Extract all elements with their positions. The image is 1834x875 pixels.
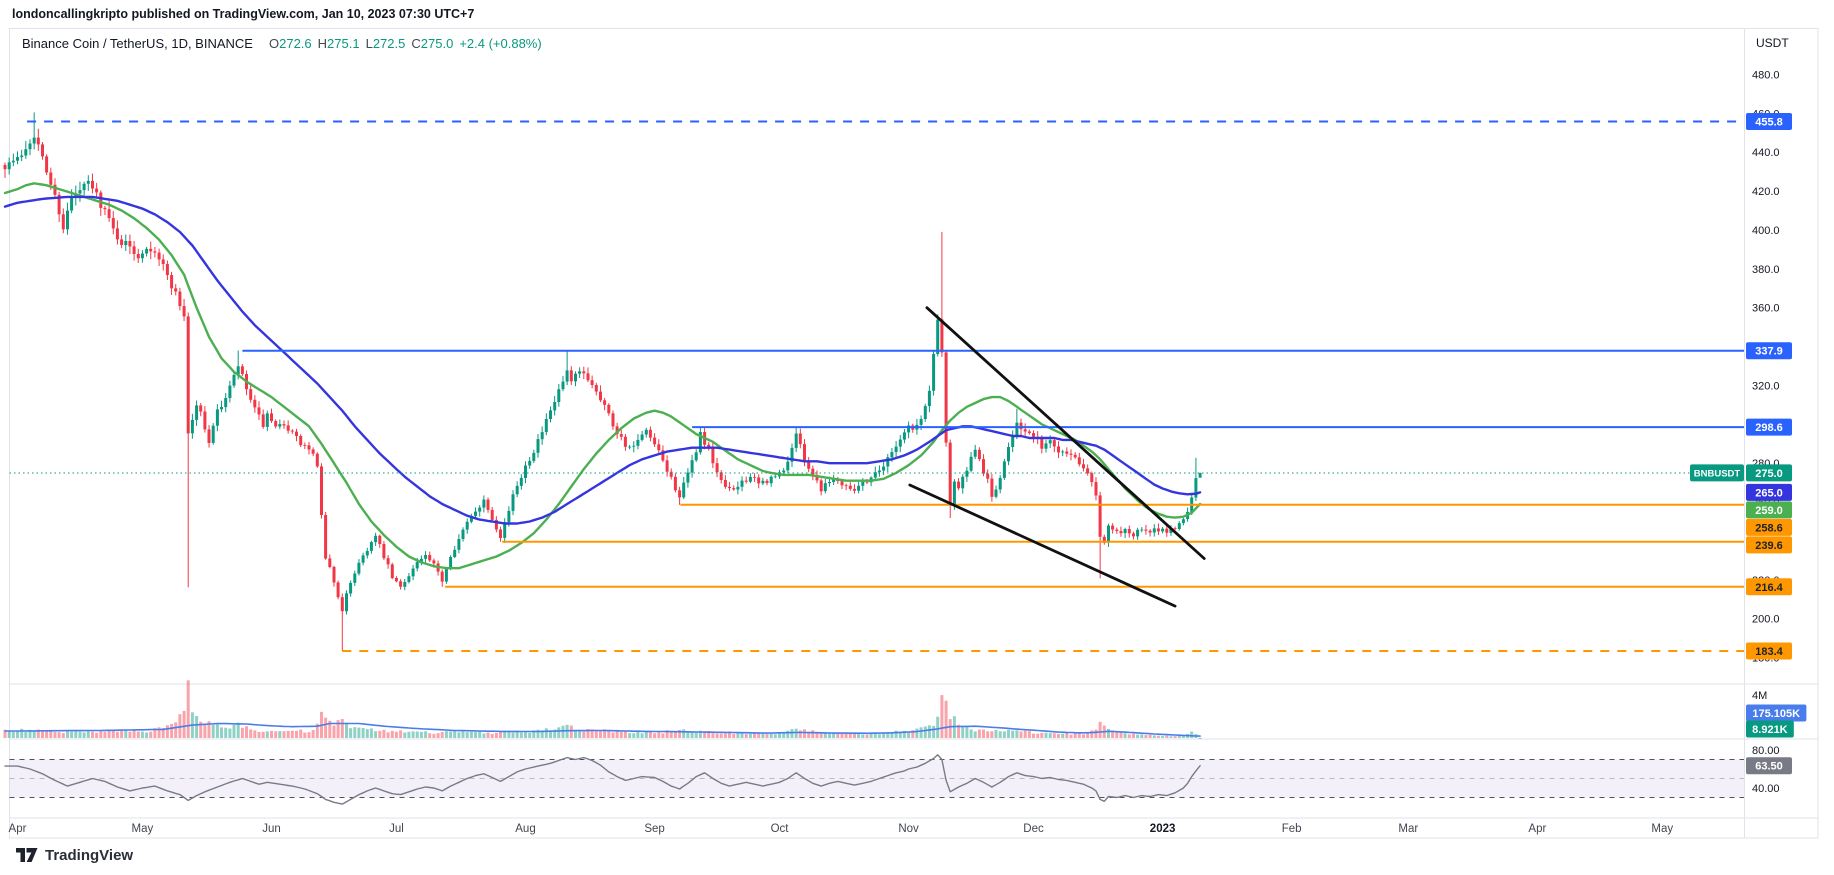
svg-text:440.0: 440.0 bbox=[1752, 147, 1780, 159]
svg-text:216.4: 216.4 bbox=[1755, 582, 1783, 594]
svg-text:320.0: 320.0 bbox=[1752, 380, 1780, 392]
price-label-455.8 bbox=[1746, 113, 1792, 130]
svg-text:63.50: 63.50 bbox=[1755, 761, 1783, 773]
rsi-value-label bbox=[1746, 757, 1792, 775]
svg-text:337.9: 337.9 bbox=[1755, 346, 1783, 358]
time-tick-Feb: Feb bbox=[1282, 823, 1302, 835]
symbol-price-tag bbox=[1690, 464, 1744, 482]
svg-text:480.0: 480.0 bbox=[1752, 69, 1780, 81]
candles-layer[interactable] bbox=[3, 112, 1202, 651]
svg-text:175.105K: 175.105K bbox=[1752, 708, 1800, 720]
svg-text:275.0: 275.0 bbox=[1755, 468, 1783, 480]
tradingview-logo-text: TradingView bbox=[45, 847, 134, 864]
price-label-183.4 bbox=[1746, 642, 1792, 660]
ma-slow-blue-line bbox=[3, 195, 1202, 525]
svg-text:8.921K: 8.921K bbox=[1752, 724, 1788, 736]
volume-pane[interactable] bbox=[3, 680, 1202, 739]
price-label-337.9 bbox=[1746, 342, 1792, 360]
time-tick-Aug: Aug bbox=[515, 823, 535, 835]
price-label-298.6 bbox=[1746, 418, 1792, 436]
quote-currency-label: USDT bbox=[1756, 36, 1789, 50]
time-tick-May: May bbox=[1651, 823, 1673, 835]
open-label: O bbox=[268, 36, 280, 51]
time-axis[interactable]: Apr May Jun Jul Aug Sep Oct Nov Dec 2023 Feb Mar Apr… bbox=[9, 823, 1674, 835]
time-tick-Nov: Nov bbox=[898, 823, 919, 835]
change-value: +2.4 (+0.88%) bbox=[459, 36, 542, 51]
price-label-259.0 bbox=[1746, 501, 1792, 519]
time-tick-May: May bbox=[132, 823, 154, 835]
close-label: C bbox=[411, 36, 421, 51]
open-value: 272.6 bbox=[279, 36, 312, 51]
svg-text:4M: 4M bbox=[1752, 690, 1767, 702]
close-value: 275.0 bbox=[420, 36, 454, 51]
time-tick-Oct: Oct bbox=[771, 823, 790, 835]
svg-text:200.0: 200.0 bbox=[1752, 614, 1780, 626]
tradingview-logo[interactable]: TradingView bbox=[16, 847, 133, 864]
price-label-275.0 bbox=[1746, 464, 1792, 482]
rsi-band bbox=[9, 759, 1744, 798]
price-label-258.6 bbox=[1746, 518, 1792, 536]
trendline-2[interactable] bbox=[908, 483, 1177, 608]
symbol-title[interactable]: Binance Coin / TetherUS, 1D, BINANCE bbox=[22, 36, 253, 51]
svg-text:265.0: 265.0 bbox=[1755, 487, 1783, 499]
high-value: 275.1 bbox=[327, 36, 360, 51]
price-label-265.0 bbox=[1746, 483, 1792, 501]
price-label-216.4 bbox=[1746, 578, 1792, 596]
svg-text:455.8: 455.8 bbox=[1755, 117, 1783, 129]
time-tick-Mar: Mar bbox=[1398, 823, 1418, 835]
drawings-layer[interactable] bbox=[9, 120, 1745, 652]
time-tick-2023: 2023 bbox=[1150, 823, 1176, 835]
publish-info: londoncallingkripto published on Trading… bbox=[12, 7, 474, 21]
svg-text:258.6: 258.6 bbox=[1755, 522, 1783, 534]
ma-fast-green-line bbox=[3, 182, 1202, 570]
rsi-line bbox=[4, 754, 1201, 805]
price-axis[interactable]: 480.0460.0440.0420.0400.0380.0360.0340.0… bbox=[1690, 69, 1807, 795]
svg-text:239.6: 239.6 bbox=[1755, 540, 1783, 552]
price-label-239.6 bbox=[1746, 536, 1792, 554]
svg-text:80.00: 80.00 bbox=[1752, 745, 1780, 757]
svg-text:380.0: 380.0 bbox=[1752, 264, 1780, 276]
high-label: H bbox=[317, 36, 328, 51]
low-label: L bbox=[365, 36, 373, 51]
trendline-1[interactable] bbox=[925, 306, 1206, 560]
time-tick-Apr: Apr bbox=[1528, 823, 1546, 835]
time-tick-Dec: Dec bbox=[1023, 823, 1044, 835]
symbol-info-bar[interactable]: Binance Coin / TetherUS, 1D, BINANCE O272… bbox=[22, 36, 542, 51]
svg-text:298.6: 298.6 bbox=[1755, 422, 1783, 434]
svg-text:360.0: 360.0 bbox=[1752, 303, 1780, 315]
svg-text:259.0: 259.0 bbox=[1755, 505, 1783, 517]
svg-text:183.4: 183.4 bbox=[1755, 646, 1783, 658]
svg-text:BNBUSDT: BNBUSDT bbox=[1694, 468, 1741, 479]
low-value: 272.5 bbox=[372, 36, 406, 51]
svg-text:420.0: 420.0 bbox=[1752, 186, 1780, 198]
time-tick-Apr: Apr bbox=[9, 823, 27, 835]
publish-text: londoncallingkripto published on Trading… bbox=[12, 7, 475, 21]
rsi-pane[interactable] bbox=[4, 754, 1744, 805]
svg-text:40.00: 40.00 bbox=[1752, 783, 1780, 795]
time-tick-Jun: Jun bbox=[262, 823, 281, 835]
volume-label bbox=[1746, 704, 1807, 722]
volume-label bbox=[1746, 720, 1794, 738]
tradingview-logo-icon bbox=[16, 848, 38, 862]
pane-separators bbox=[9, 28, 1819, 839]
svg-text:400.0: 400.0 bbox=[1752, 225, 1780, 237]
moving-averages bbox=[3, 182, 1202, 570]
time-tick-Jul: Jul bbox=[389, 823, 404, 835]
volume-ma-line bbox=[4, 722, 1201, 737]
time-tick-Sep: Sep bbox=[644, 823, 664, 835]
